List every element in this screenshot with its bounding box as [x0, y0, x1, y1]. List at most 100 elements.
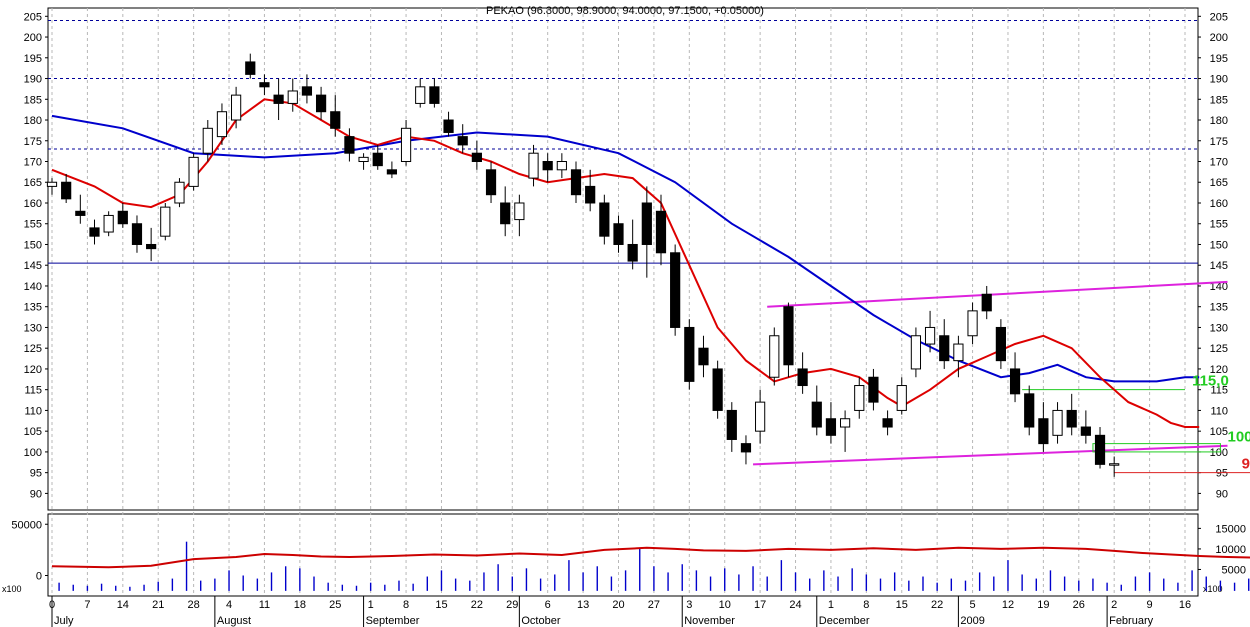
month-label: September — [366, 615, 420, 627]
y-tick-label-left: 140 — [24, 281, 42, 293]
candle-body — [174, 181, 185, 204]
y-tick-label-right: 190 — [1210, 74, 1228, 86]
y-tick-label-left: 125 — [24, 343, 42, 355]
x-tick-label: 14 — [117, 599, 129, 611]
candle-body — [1094, 434, 1106, 465]
y-tick-label-right: 100 — [1210, 447, 1228, 459]
candle-body — [670, 252, 681, 328]
y-tick-label-right: 170 — [1210, 157, 1228, 169]
y-tick-label-left: 185 — [24, 94, 42, 106]
x-tick-label: 9 — [1147, 599, 1153, 611]
candle-body — [514, 202, 525, 221]
long-moving-average — [51, 114, 1200, 383]
candle-body — [287, 90, 298, 104]
candle-body — [457, 136, 468, 146]
candle-body — [825, 418, 837, 436]
y-tick-label-left: 195 — [24, 53, 42, 65]
candle-body — [1024, 393, 1035, 428]
y-tick-label-right: 145 — [1210, 260, 1228, 272]
y-tick-label-right: 90 — [1216, 488, 1228, 500]
y-tick-label-right: 150 — [1210, 239, 1228, 251]
month-label: December — [819, 615, 870, 627]
candle-body — [896, 385, 907, 411]
candle-body — [769, 335, 780, 378]
y-tick-label-left: 120 — [24, 364, 42, 376]
candle-body — [953, 343, 964, 362]
candle-body — [939, 335, 950, 362]
volume-panel-frame — [47, 513, 1199, 597]
x-tick-label: 16 — [1179, 599, 1191, 611]
candle-body — [146, 243, 157, 250]
x-tick-label: 20 — [612, 599, 624, 611]
x-tick-label: 27 — [648, 599, 660, 611]
candle-body — [981, 293, 992, 312]
volume-multiplier-left: x100 — [2, 584, 22, 594]
month-label: November — [684, 615, 735, 627]
y-tick-label-left: 95 — [30, 468, 42, 480]
volume-tick-label-right: 5000 — [1222, 564, 1246, 576]
month-label: October — [521, 615, 560, 627]
volume-tick-label-right: 15000 — [1215, 523, 1246, 535]
y-tick-label-right: 160 — [1210, 198, 1228, 210]
candle-body — [1080, 426, 1091, 436]
y-tick-label-left: 145 — [24, 260, 42, 272]
candle-body — [570, 169, 582, 196]
y-tick-label-right: 205 — [1210, 11, 1228, 23]
y-tick-label-left: 135 — [24, 302, 42, 314]
candle-body — [1009, 368, 1021, 395]
y-tick-label-right: 115 — [1210, 385, 1228, 397]
y-tick-label-left: 205 — [24, 11, 42, 23]
month-label: 2009 — [960, 615, 984, 627]
month-label: July — [54, 615, 74, 627]
y-tick-label-right: 200 — [1210, 32, 1228, 44]
volume-tick-label-left: 0 — [36, 571, 42, 583]
candle-body — [698, 347, 709, 366]
candle-body — [485, 169, 497, 196]
y-tick-label-left: 180 — [24, 115, 42, 127]
x-tick-label: 12 — [1002, 599, 1014, 611]
y-tick-label-right: 105 — [1210, 426, 1228, 438]
candle-body — [882, 418, 893, 428]
x-tick-label: 26 — [1073, 599, 1085, 611]
candle-body — [783, 306, 794, 366]
candle-body — [854, 385, 865, 411]
candle-body — [358, 156, 369, 163]
x-tick-label: 29 — [506, 599, 518, 611]
x-tick-label: 22 — [471, 599, 483, 611]
y-tick-label-right: 180 — [1210, 115, 1228, 127]
candle-body — [259, 82, 270, 88]
candle-body — [740, 443, 752, 453]
candle-body — [995, 326, 1006, 362]
x-tick-label: 24 — [789, 599, 801, 611]
candle-body — [471, 152, 482, 163]
price-annotation: 115,0 — [1192, 373, 1229, 390]
x-tick-label: 13 — [577, 599, 589, 611]
x-tick-label: 21 — [152, 599, 164, 611]
x-tick-label: 2 — [1111, 599, 1117, 611]
channel-line — [753, 444, 1228, 466]
candle-body — [1038, 418, 1049, 445]
candle-body — [46, 181, 58, 187]
month-label: August — [217, 615, 251, 627]
candle-body — [967, 310, 978, 337]
candle-body — [131, 223, 143, 245]
support-box — [1092, 443, 1221, 453]
x-tick-label: 3 — [686, 599, 692, 611]
candle-body — [245, 61, 256, 75]
candle-body — [528, 152, 539, 179]
candle-body — [1109, 463, 1120, 466]
candle-body — [273, 94, 284, 104]
price-annotation: 100-102 — [1227, 429, 1250, 446]
candle-body — [910, 335, 922, 370]
candle-body — [641, 202, 652, 245]
y-tick-label-right: 165 — [1210, 177, 1228, 189]
price-panel-frame — [47, 7, 1199, 511]
candle-body — [301, 86, 313, 96]
y-tick-label-left: 160 — [24, 198, 42, 210]
candle-body — [386, 169, 398, 175]
candle-body — [75, 210, 86, 216]
candle-body — [117, 210, 128, 225]
volume-tick-label-left: 50000 — [11, 519, 42, 531]
y-tick-label-right: 120 — [1210, 364, 1228, 376]
